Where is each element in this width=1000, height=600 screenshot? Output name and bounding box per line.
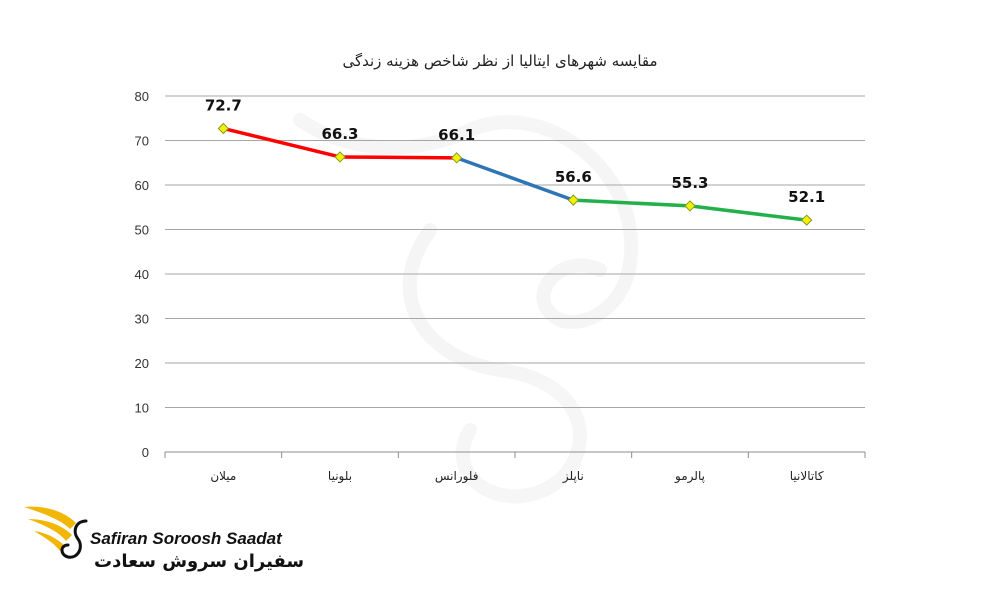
wing-icon (24, 506, 88, 559)
data-label: 56.6 (555, 168, 592, 186)
y-tick-label: 30 (135, 312, 149, 327)
data-point (217, 122, 230, 135)
data-label: 72.7 (205, 96, 242, 114)
data-point (334, 151, 346, 163)
x-tick-label: فلورانس (435, 469, 479, 484)
line-segment (338, 155, 459, 160)
x-tick-label: پالرمو (674, 469, 705, 484)
y-tick-label: 70 (135, 134, 149, 149)
data-point (800, 214, 813, 226)
x-tick-label: بلونیا (328, 469, 352, 484)
watermark-swan-icon (293, 113, 639, 504)
y-tick-label: 40 (135, 267, 149, 282)
series-markers (217, 122, 813, 226)
line-segment (688, 204, 809, 222)
y-axis-ticks: 0 10 20 30 40 50 60 70 80 (135, 89, 149, 460)
line-segment (221, 126, 342, 159)
brand-name-persian: سفیران سروش سعادت (94, 551, 305, 572)
y-tick-label: 50 (135, 223, 149, 238)
data-label: 55.3 (671, 174, 708, 192)
line-segment (571, 198, 692, 208)
y-tick-label: 10 (135, 401, 149, 416)
data-label: 66.3 (321, 125, 358, 143)
line-segment (454, 156, 576, 202)
y-tick-label: 20 (135, 356, 149, 371)
y-tick-label: 0 (142, 445, 149, 460)
data-point (450, 152, 463, 164)
gridlines (165, 95, 865, 453)
brand-logo: Safiran Soroosh Saadat سفیران سروش سعادت (20, 495, 304, 585)
y-tick-label: 80 (135, 89, 149, 104)
data-point (684, 200, 696, 212)
series-line (221, 126, 809, 222)
chart-title: مقایسه شهرهای ایتالیا از نظر شاخص هزینه … (342, 52, 657, 70)
x-tick-label: کاتالانیا (790, 469, 824, 483)
x-tick-label: ناپلز (562, 469, 584, 484)
x-axis-ticks: میلان بلونیا فلورانس ناپلز پالرمو کاتالانیا (164, 452, 866, 484)
x-tick-label: میلان (210, 469, 236, 483)
data-labels: 72.7 66.3 66.1 56.6 55.3 52.1 (205, 96, 825, 206)
data-label: 52.1 (788, 188, 825, 206)
brand-name-english: Safiran Soroosh Saadat (90, 529, 282, 548)
data-label: 66.1 (438, 126, 475, 144)
y-tick-label: 60 (135, 178, 149, 193)
data-point (567, 194, 580, 206)
